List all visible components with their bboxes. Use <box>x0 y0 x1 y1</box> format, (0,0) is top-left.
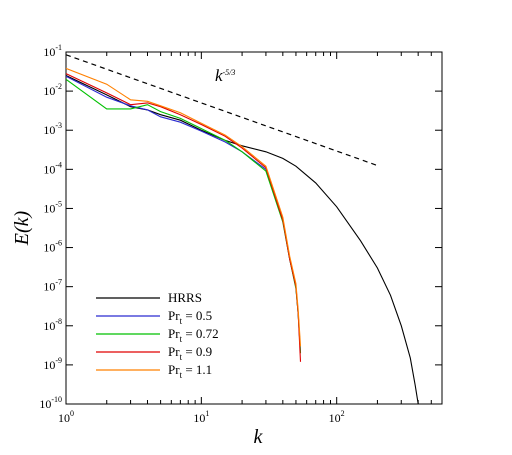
x-tick-label: 100 <box>58 409 74 425</box>
y-tick-label: 10-3 <box>43 121 62 137</box>
axis-tick-labels: 100 101 102 10-1 10-2 10-3 10-4 10-5 10-6 10-7 10-… <box>39 43 344 425</box>
legend-label-1: Prt = 0.5 <box>168 308 212 326</box>
y-tick-label: 10-4 <box>43 160 62 176</box>
annotation-layer: k-5/3 <box>215 66 235 85</box>
y-tick-label: 10-7 <box>43 278 62 294</box>
x-tick-label: 102 <box>329 409 345 425</box>
x-axis-label: k <box>254 426 264 448</box>
reference-line-layer <box>66 54 378 167</box>
series-line-3 <box>66 73 302 362</box>
y-axis-label: E(k) <box>11 210 33 246</box>
series-layer <box>66 67 419 404</box>
legend-label-4: Prt = 1.1 <box>168 362 212 380</box>
y-tick-label: 10-1 <box>43 43 62 59</box>
y-tick-label: 10-10 <box>39 395 62 411</box>
y-tick-label: 10-8 <box>43 317 62 333</box>
axis-ticks <box>65 51 443 405</box>
series-line-0 <box>66 75 419 404</box>
legend-label-2: Prt = 0.72 <box>168 326 219 344</box>
plot-frame <box>65 51 443 405</box>
legend-label-0: HRRS <box>168 290 202 305</box>
y-tick-label: 10-5 <box>43 199 62 215</box>
series-line-4 <box>66 67 302 347</box>
legend-label-3: Prt = 0.9 <box>168 344 212 362</box>
y-tick-label: 10-6 <box>43 239 62 255</box>
slope-annotation: k-5/3 <box>215 66 235 85</box>
x-tick-label: 101 <box>193 409 209 425</box>
y-tick-label: 10-2 <box>43 82 62 98</box>
reference-slope-line <box>66 54 378 167</box>
y-tick-label: 10-9 <box>43 356 62 372</box>
